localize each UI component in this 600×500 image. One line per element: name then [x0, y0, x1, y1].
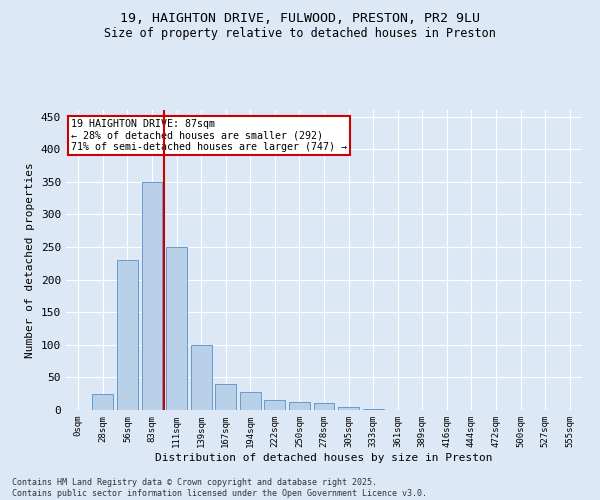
Bar: [265, 400, 286, 410]
Bar: [362, 408, 383, 410]
Bar: [289, 402, 310, 410]
Y-axis label: Number of detached properties: Number of detached properties: [25, 162, 35, 358]
Bar: [191, 345, 212, 410]
Text: Size of property relative to detached houses in Preston: Size of property relative to detached ho…: [104, 28, 496, 40]
Bar: [215, 384, 236, 410]
Bar: [166, 247, 187, 410]
Text: 19, HAIGHTON DRIVE, FULWOOD, PRESTON, PR2 9LU: 19, HAIGHTON DRIVE, FULWOOD, PRESTON, PR…: [120, 12, 480, 26]
Bar: [92, 394, 113, 410]
Bar: [314, 404, 334, 410]
Bar: [117, 260, 138, 410]
Bar: [338, 406, 359, 410]
Text: 19 HAIGHTON DRIVE: 87sqm
← 28% of detached houses are smaller (292)
71% of semi-: 19 HAIGHTON DRIVE: 87sqm ← 28% of detach…: [71, 119, 347, 152]
Bar: [240, 392, 261, 410]
Text: Contains HM Land Registry data © Crown copyright and database right 2025.
Contai: Contains HM Land Registry data © Crown c…: [12, 478, 427, 498]
X-axis label: Distribution of detached houses by size in Preston: Distribution of detached houses by size …: [155, 452, 493, 462]
Bar: [142, 182, 163, 410]
